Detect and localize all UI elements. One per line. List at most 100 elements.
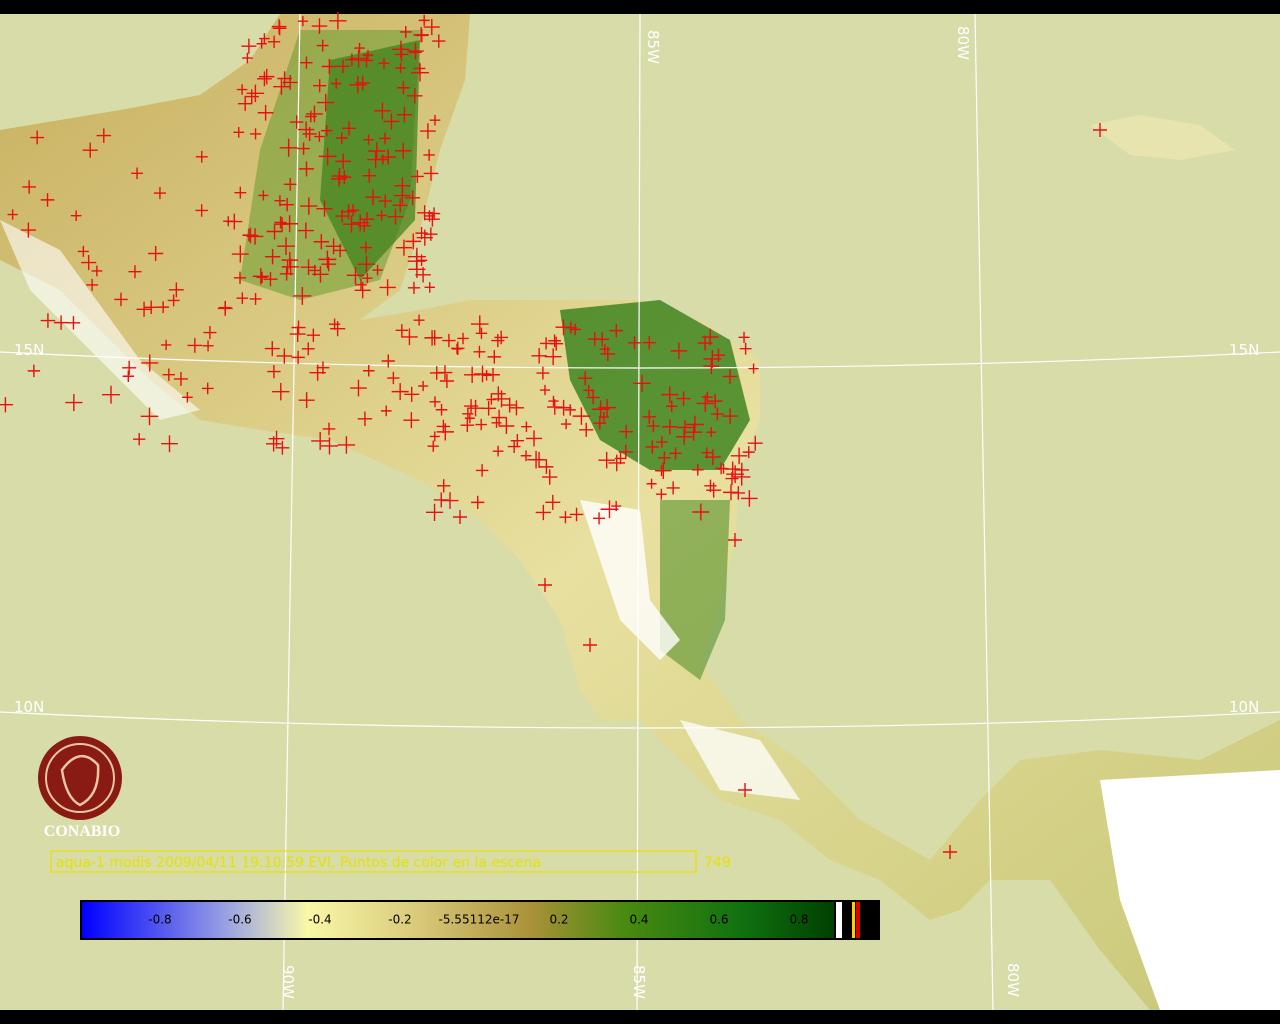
fire-point xyxy=(691,463,704,476)
fire-point xyxy=(413,314,425,326)
fire-point xyxy=(655,462,672,479)
fire-point xyxy=(281,251,299,269)
fire-point xyxy=(354,282,371,299)
fire-point xyxy=(475,464,489,477)
fire-point xyxy=(457,332,469,345)
fire-point xyxy=(297,121,315,138)
fire-point xyxy=(666,481,680,495)
fire-point xyxy=(463,366,481,384)
fire-point xyxy=(279,138,298,157)
fire-point xyxy=(233,271,247,284)
fire-point xyxy=(328,318,341,330)
fire-point xyxy=(520,450,532,462)
fire-point xyxy=(579,422,594,437)
fire-point xyxy=(704,479,717,492)
logo: CONABIO xyxy=(38,736,122,840)
fire-point xyxy=(467,399,484,417)
fire-point xyxy=(494,330,508,345)
fire-point xyxy=(618,444,633,459)
fire-point xyxy=(669,447,682,460)
fire-point xyxy=(391,383,409,401)
fire-point xyxy=(380,405,392,417)
fire-point xyxy=(410,170,424,183)
fire-point xyxy=(656,436,668,448)
fire-point xyxy=(423,19,440,36)
fire-point xyxy=(316,93,335,112)
fire-point xyxy=(313,79,327,93)
fire-point xyxy=(162,368,175,381)
fire-point xyxy=(564,404,576,416)
fire-point xyxy=(405,233,422,250)
colorbar-label: -0.8 xyxy=(148,913,171,927)
fire-point xyxy=(373,102,391,120)
fire-point xyxy=(392,198,408,213)
fire-point xyxy=(593,416,607,430)
fire-point xyxy=(542,469,558,485)
fire-point xyxy=(425,503,444,521)
colorbar-fire xyxy=(856,902,860,938)
fire-point xyxy=(249,128,262,140)
fire-point xyxy=(7,209,18,220)
fire-point xyxy=(633,374,651,393)
fire-point xyxy=(423,149,435,161)
fire-point xyxy=(586,390,600,404)
fire-point xyxy=(311,18,328,34)
fire-point xyxy=(259,33,270,44)
fire-point xyxy=(233,126,245,138)
fire-point xyxy=(368,142,386,160)
fire-point xyxy=(65,393,83,412)
fire-point xyxy=(697,335,713,351)
fire-point xyxy=(299,161,314,177)
fire-point xyxy=(355,279,367,291)
fire-point xyxy=(335,153,352,170)
fire-point xyxy=(321,58,337,75)
fire-point xyxy=(282,258,300,276)
fire-point xyxy=(427,207,441,220)
fire-point xyxy=(647,419,660,433)
fire-point xyxy=(427,440,439,452)
fire-point xyxy=(645,440,659,454)
fire-point xyxy=(471,495,485,509)
fire-point xyxy=(418,380,429,392)
fire-point xyxy=(381,354,395,368)
grid-label: 10N xyxy=(14,698,44,716)
fire-point xyxy=(153,186,167,200)
fire-point xyxy=(281,215,299,233)
fire-point xyxy=(429,366,444,380)
fire-point xyxy=(201,382,214,395)
fire-point xyxy=(40,193,55,207)
fire-point xyxy=(473,345,486,358)
fire-point xyxy=(413,27,429,43)
fire-point xyxy=(531,348,547,364)
fire-point xyxy=(507,440,521,453)
fire-point xyxy=(676,391,691,406)
fire-point xyxy=(549,336,564,351)
fire-point xyxy=(362,168,377,183)
fire-point xyxy=(160,339,172,351)
fire-point xyxy=(475,418,487,431)
fire-point xyxy=(747,435,763,451)
fire-point xyxy=(306,105,323,123)
fire-point xyxy=(538,578,552,592)
fire-point xyxy=(349,76,367,94)
fire-point xyxy=(420,123,436,139)
fire-point xyxy=(231,245,249,263)
fire-point xyxy=(535,504,552,521)
fire-point xyxy=(424,211,440,227)
colorbar-labels: -0.8 -0.6 -0.4 -0.2 -5.55112e-17 0.2 0.4 0.6 0.8 xyxy=(148,913,808,927)
fire-point xyxy=(661,386,679,404)
fire-point xyxy=(387,371,400,385)
fire-point xyxy=(345,53,359,66)
fire-point xyxy=(527,450,545,469)
fire-point xyxy=(81,255,97,271)
fire-point xyxy=(703,350,722,368)
fire-point xyxy=(521,421,532,432)
fire-point xyxy=(401,328,418,346)
fire-point xyxy=(424,227,438,241)
fire-point xyxy=(710,407,724,421)
fire-point xyxy=(280,197,294,212)
fire-point xyxy=(114,292,128,307)
fire-point xyxy=(451,341,465,356)
fire-point xyxy=(217,300,233,316)
